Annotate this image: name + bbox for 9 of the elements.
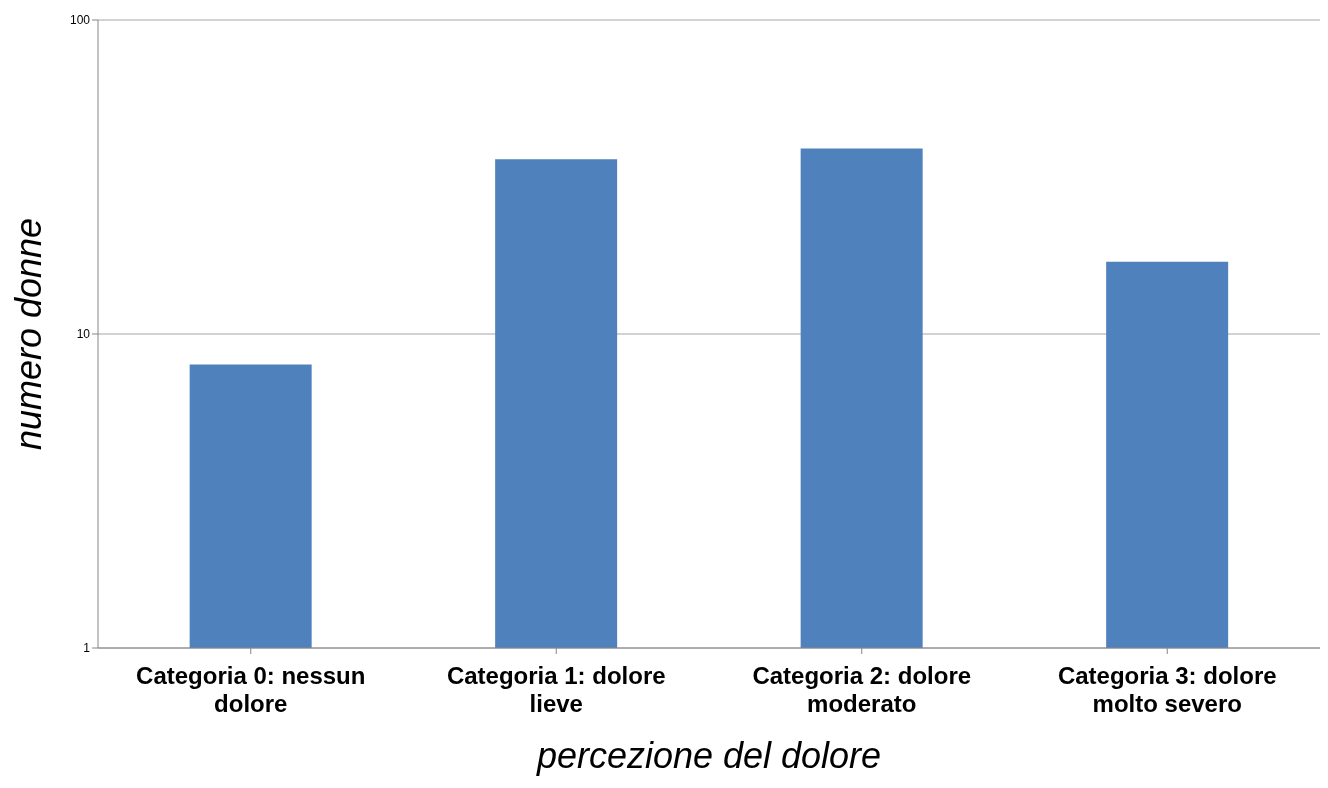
x-tick-label: Categoria 1: dolore lieve [446,662,666,717]
y-tick-label: 10 [76,327,91,342]
y-tick-label: 100 [69,13,91,28]
x-tick-label: Categoria 2: dolore moderato [752,662,972,717]
y-tick-label: 1 [83,641,91,656]
x-axis-title: percezione del dolore [535,735,882,776]
y-axis-title: numero donne [7,217,49,451]
x-tick-label: Categoria 0: nessun dolore [136,662,366,717]
x-tick-label: Categoria 3: dolore molto severo [1057,662,1277,717]
